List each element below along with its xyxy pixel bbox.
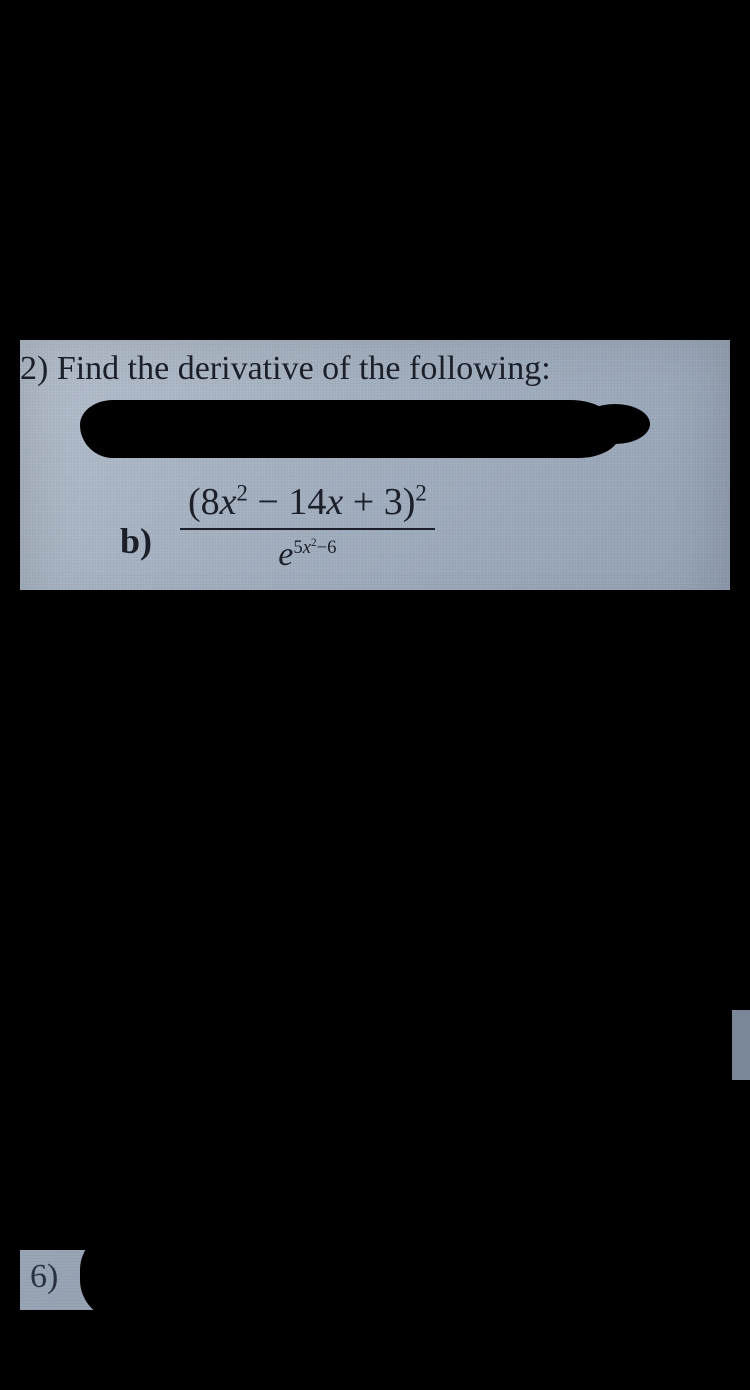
power-2: 2 (237, 480, 248, 505)
exp-const: 6 (327, 537, 336, 558)
question-number: 2) (20, 350, 48, 387)
exp-coef: 5 (293, 537, 302, 558)
page-edge-peek (732, 1010, 750, 1080)
base-e: e (278, 536, 293, 573)
const-3: 3 (384, 481, 403, 523)
coef-8: 8 (201, 481, 220, 523)
var-x: x (220, 481, 237, 523)
part-label: b) (120, 520, 152, 562)
question-text: Find the derivative of the following: (57, 350, 551, 387)
paren-close: ) (403, 481, 416, 523)
page-root: Te 2) Find the derivative of the followi… (0, 0, 750, 1334)
op-plus: + (343, 481, 383, 523)
redaction-bottom-strip (80, 1230, 740, 1320)
redaction-mark (80, 400, 620, 458)
var-x2: x (326, 481, 343, 523)
exp-var: x (303, 537, 311, 558)
exp-minus: − (317, 537, 328, 558)
numerator: (8x2 − 14x + 3)2 (180, 480, 435, 528)
question-prompt: 2) Find the derivative of the following: (20, 350, 551, 388)
coef-14: 14 (288, 481, 326, 523)
denominator: e5x2−6 (180, 530, 435, 574)
op-minus: − (248, 481, 288, 523)
redaction-top (20, 0, 750, 340)
outer-power-2: 2 (415, 480, 426, 505)
fraction: (8x2 − 14x + 3)2 e5x2−6 (180, 480, 435, 574)
paren-open: ( (188, 481, 201, 523)
question-6-label: 6) (30, 1258, 58, 1296)
exponent: 5x2−6 (293, 537, 336, 558)
document-region: 2) Find the derivative of the following:… (20, 330, 730, 630)
